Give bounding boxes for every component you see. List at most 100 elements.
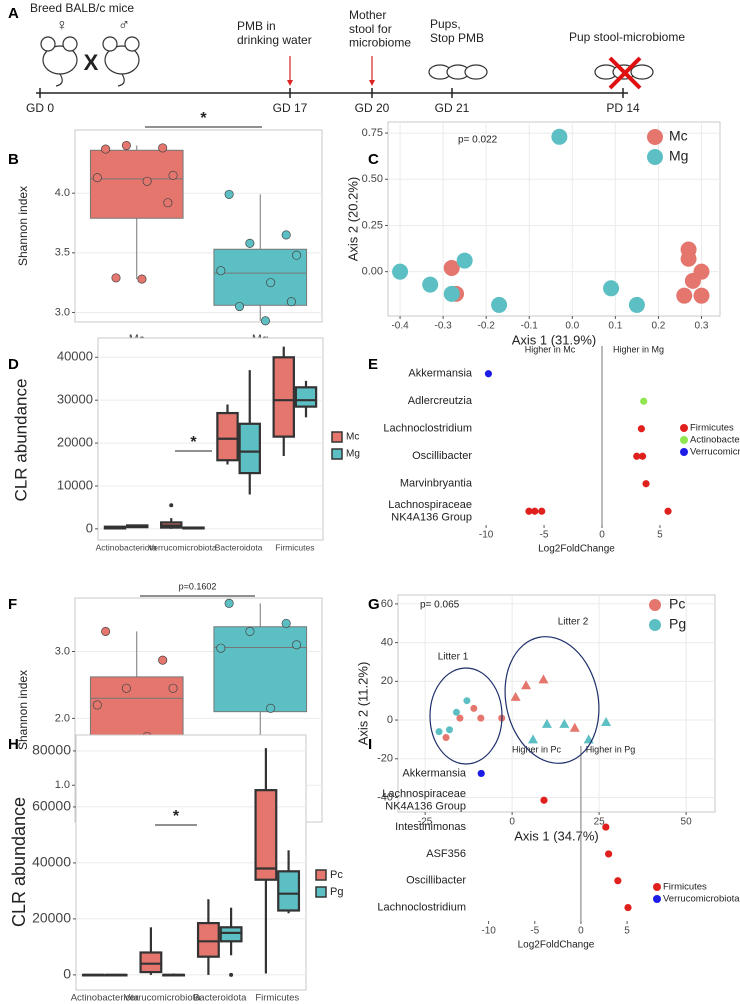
point: [245, 626, 255, 636]
point: [292, 250, 302, 260]
point: [286, 297, 296, 307]
cluster-label: Litter 2: [558, 617, 589, 628]
y-axis-title: CLR abundance: [11, 379, 30, 502]
point: [435, 728, 443, 736]
point: [693, 287, 710, 304]
legend-key: [331, 431, 343, 443]
timeline-label: GD 20: [355, 101, 390, 115]
point: [111, 273, 121, 283]
point: [676, 287, 693, 304]
legend-label: Pc: [669, 596, 685, 612]
y-tick-label: 0.25: [362, 219, 383, 231]
point: [142, 176, 152, 186]
timeline-label: PD 14: [606, 101, 640, 115]
point: [101, 144, 111, 154]
y-tick-label: 30000: [57, 392, 93, 407]
y-axis-title: CLR abundance: [9, 797, 29, 927]
x-tick-label: 5: [624, 926, 630, 937]
y-tick-label: 20: [381, 675, 393, 687]
timeline-label: GD 21: [435, 101, 470, 115]
x-tick-label: -5: [530, 926, 539, 937]
x-axis-title: Log2FoldChange: [518, 940, 595, 951]
point: [491, 296, 508, 313]
point: [92, 173, 102, 183]
x-tick-label: 0.1: [608, 321, 622, 332]
y-tick-label: 40000: [32, 854, 71, 870]
timeline-icons: [36, 36, 654, 94]
y-tick-label: Marvinbryantia: [400, 478, 473, 490]
x-tick-label: -10: [479, 530, 494, 541]
timeline-event: PMB in drinking water: [237, 19, 312, 47]
direction-label: Higher in Pg: [586, 744, 636, 754]
point: [551, 128, 568, 145]
cross-symbol: X: [84, 50, 99, 75]
point: [624, 903, 632, 912]
y-axis-title: Axis 2 (20.2%): [345, 177, 360, 262]
legend-label: Pg: [330, 886, 343, 898]
point: [281, 230, 291, 240]
point: [292, 640, 302, 650]
x-tick-label: 0: [599, 530, 605, 541]
legend-key: [315, 869, 327, 881]
timeline-event: Pups, Stop PMB: [430, 17, 484, 45]
y-tick-label: 0: [63, 966, 71, 982]
y-tick-label: 3.5: [55, 247, 70, 259]
significance-label: *: [190, 434, 197, 451]
legend-key: [680, 436, 688, 444]
point: [234, 301, 245, 312]
outlier: [229, 972, 234, 977]
x-tick-label: 0.0: [565, 321, 579, 332]
timeline-label: GD 0: [26, 101, 54, 115]
point: [168, 683, 178, 693]
point: [445, 726, 453, 734]
point: [540, 796, 548, 804]
point: [628, 296, 645, 313]
y-tick-label: 60000: [32, 798, 71, 814]
point: [260, 316, 270, 326]
point: [525, 507, 533, 515]
legend-label: Firmicutes: [690, 423, 734, 434]
x-axis-title: Log2FoldChange: [538, 544, 615, 555]
box: [139, 951, 163, 974]
panel-letter: C: [368, 151, 379, 168]
y-tick-label: Lachnoclostridium: [377, 901, 466, 913]
legend-label: Mc: [669, 128, 688, 144]
point: [484, 370, 493, 378]
x-tick-label: 5: [657, 530, 663, 541]
y-tick-label: Oscillibacter: [406, 875, 466, 887]
x-tick-label: Firmicutes: [275, 542, 314, 552]
point: [442, 733, 450, 741]
point: [443, 259, 460, 276]
x-tick-label: -10: [481, 926, 496, 937]
significance-label: *: [200, 110, 207, 127]
point: [603, 280, 620, 297]
legend-key: [680, 424, 688, 432]
point: [92, 700, 102, 710]
point: [422, 276, 439, 293]
significance-label: p=0.1602: [179, 581, 217, 591]
y-axis-title: Shannon index: [16, 186, 30, 266]
p-value: p= 0.065: [420, 600, 460, 611]
point: [266, 703, 276, 713]
legend-key: [315, 886, 327, 898]
legend-label: Pc: [330, 869, 343, 881]
x-tick-label: Actinobacteriota: [96, 542, 157, 552]
y-tick-label: 3.0: [55, 306, 70, 318]
x-tick-label: 0.2: [651, 321, 665, 332]
point: [569, 722, 580, 732]
point: [477, 769, 485, 778]
point: [638, 452, 647, 460]
point: [137, 274, 147, 284]
y-tick-label: -20: [377, 753, 393, 765]
timeline-event: Breed BALB/c mice: [30, 1, 134, 15]
female-symbol: ♀: [56, 17, 68, 34]
y-tick-label: 80000: [32, 742, 71, 758]
point: [224, 189, 234, 199]
point: [456, 252, 473, 269]
point: [168, 170, 178, 180]
y-tick-label: 0.50: [362, 173, 383, 185]
y-tick-label: -40: [377, 791, 393, 803]
y-tick-label: 0.75: [362, 127, 383, 139]
mouse-icon: [40, 36, 654, 87]
point: [392, 263, 409, 280]
